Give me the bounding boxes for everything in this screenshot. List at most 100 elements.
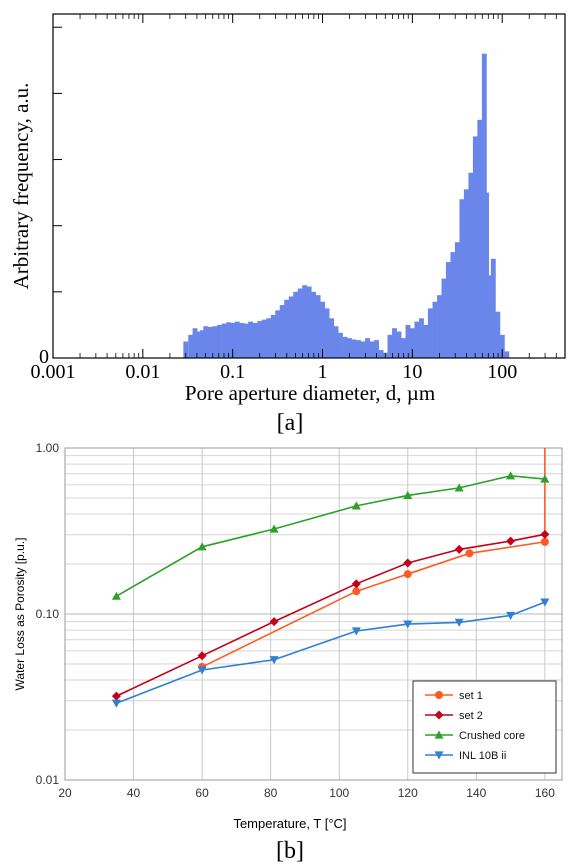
line-chart-x-axis-label: Temperature, T [°C]: [233, 816, 346, 831]
data-point-diamond: [455, 545, 464, 554]
x-tick-label: 10: [402, 361, 422, 383]
histogram-bar: [271, 315, 276, 358]
x-tick-label: 160: [535, 786, 555, 800]
data-point-circle: [404, 570, 412, 578]
x-tick-label: 1: [318, 361, 328, 383]
histogram-bar: [491, 259, 496, 358]
histogram-bar: [428, 308, 433, 358]
histogram-bar: [495, 312, 500, 358]
histogram-bar: [222, 324, 227, 358]
histogram-bar: [302, 285, 307, 358]
histogram-bar: [352, 339, 357, 358]
series-set-2: [112, 530, 549, 701]
x-tick-label: 20: [58, 786, 72, 800]
series-line: [202, 448, 545, 667]
histogram-bar: [316, 295, 321, 358]
histogram-bars: [183, 54, 509, 358]
histogram-bar: [419, 318, 424, 358]
data-point-diamond: [352, 579, 361, 588]
x-tick-label: 40: [127, 786, 141, 800]
line-chart-y-axis-label: Water Loss as Porosity [p.u.]: [13, 538, 27, 691]
chart-legend: set 1 set 2 Crushed core INL 10B ii: [413, 681, 556, 773]
line-chart-series: [112, 448, 549, 708]
histogram-bar: [293, 292, 298, 358]
histogram-bar: [239, 323, 244, 358]
histogram-bar: [257, 321, 262, 358]
data-point-diamond: [506, 537, 515, 546]
data-point-circle: [465, 549, 473, 557]
y-tick-label: 0.01: [36, 773, 60, 787]
data-point-triangle-up: [112, 592, 121, 600]
legend-label: set 1: [459, 690, 483, 702]
x-tick-label: 100: [487, 361, 517, 383]
x-tick-label: 60: [195, 786, 209, 800]
data-point-circle: [541, 538, 549, 546]
x-tick-label: 120: [398, 786, 418, 800]
histogram-bar: [325, 308, 330, 358]
histogram-bar: [343, 337, 348, 358]
histogram-bar: [298, 289, 303, 358]
x-tick-label: 0.1: [220, 361, 245, 383]
series-set-1: [198, 448, 549, 671]
data-point-triangle-down: [112, 700, 121, 708]
histogram-bar: [188, 335, 193, 358]
x-tick-label: 80: [264, 786, 278, 800]
series-line: [116, 476, 544, 596]
histogram-bar: [253, 323, 258, 358]
histogram-bar: [455, 242, 460, 358]
histogram-bar: [262, 320, 267, 358]
x-tick-label: 0.001: [31, 361, 76, 383]
histogram-bar: [217, 325, 222, 358]
histogram-bar: [248, 322, 253, 358]
histogram-bar: [280, 305, 285, 358]
histogram-bar: [266, 318, 271, 358]
histogram-bar: [486, 275, 491, 358]
histogram-bar: [307, 287, 312, 358]
histogram-bar: [311, 292, 316, 358]
data-point-diamond: [198, 651, 207, 660]
legend-label: Crushed core: [459, 730, 525, 742]
histogram-bar: [329, 318, 334, 358]
histogram-bar: [379, 350, 384, 358]
x-tick-label: 0.01: [125, 361, 160, 383]
histogram-bar: [464, 189, 469, 358]
x-tick-label: 100: [329, 786, 349, 800]
histogram-bar: [361, 341, 366, 358]
histogram-bar: [275, 310, 280, 358]
histogram-bar: [504, 351, 509, 358]
histogram-bar: [397, 332, 402, 358]
y-tick-label: 1.00: [36, 441, 60, 455]
y-tick-label: 0: [39, 346, 49, 368]
histogram-bar: [370, 341, 375, 358]
series-crushed-core: [112, 471, 549, 599]
data-point-circle: [352, 587, 360, 595]
histogram-bar: [235, 322, 240, 358]
legend-label: set 2: [459, 710, 483, 722]
data-point-diamond: [540, 530, 549, 539]
data-point-diamond: [403, 558, 412, 567]
histogram-bar: [244, 324, 249, 358]
legend-label: INL 10B ii: [459, 750, 506, 762]
histogram-bar: [388, 335, 393, 358]
histogram-x-axis-label: Pore aperture diameter, d, µm: [185, 381, 435, 405]
histogram-bar: [459, 199, 464, 358]
histogram-bar: [208, 327, 213, 358]
histogram-bar: [365, 338, 370, 358]
x-tick-label: 140: [466, 786, 486, 800]
histogram-bar: [468, 173, 473, 358]
data-point-diamond: [112, 692, 121, 701]
histogram-bar: [338, 333, 343, 358]
histogram-y-axis-label: Arbitrary frequency, a.u.: [9, 83, 33, 290]
histogram-bar: [473, 136, 478, 358]
panel-a-caption: [a]: [277, 410, 304, 436]
histogram-bar: [423, 325, 428, 358]
histogram-bar: [284, 300, 289, 358]
histogram-bar: [334, 326, 339, 358]
histogram-bar: [437, 295, 442, 358]
histogram-panel: 0.001 0.01 0.1 1 10 100 0 Arbitrary frequency,…: [9, 14, 565, 436]
histogram-bar: [446, 262, 451, 358]
histogram-bar: [414, 322, 419, 358]
panel-b-caption: [b]: [276, 838, 304, 864]
